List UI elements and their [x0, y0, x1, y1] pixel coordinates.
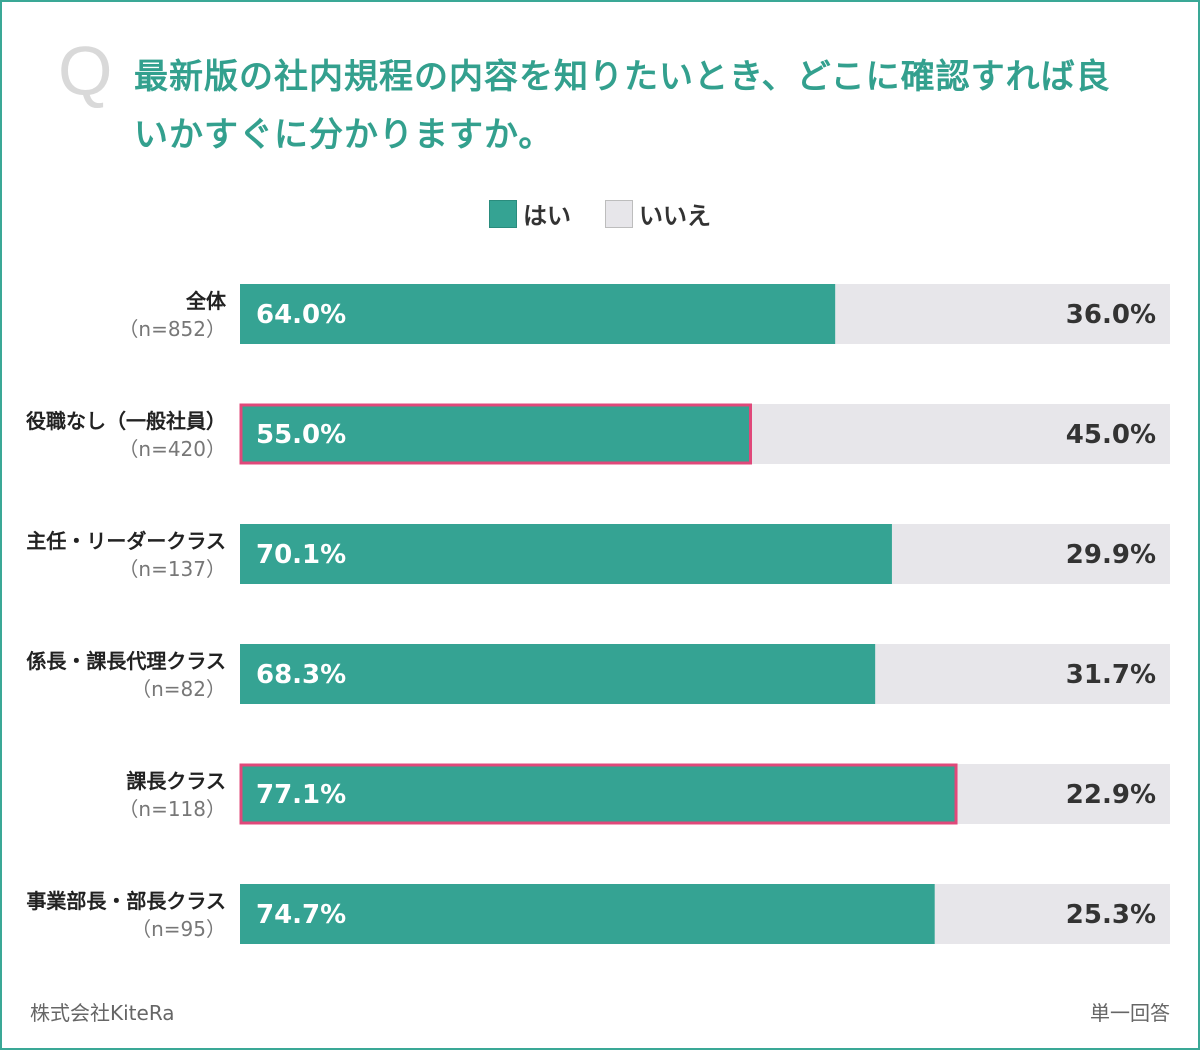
legend-label-no: いいえ	[639, 202, 711, 230]
bar-no-segment	[751, 404, 1170, 464]
bar-yes-segment	[240, 764, 958, 824]
data-label-no: 29.9%	[1066, 540, 1156, 570]
category-n-label: （n=420）	[118, 437, 226, 461]
answer-type-label: 単一回答	[1090, 1001, 1170, 1025]
bar-yes-segment	[240, 404, 752, 464]
data-label-no: 31.7%	[1066, 660, 1156, 690]
data-label-yes: 74.7%	[256, 900, 346, 930]
bar-no-segment	[934, 884, 1170, 944]
bar-yes-segment	[240, 884, 935, 944]
category-label: 係長・課長代理クラス	[26, 649, 226, 673]
legend-label-yes: はい	[523, 202, 571, 230]
data-label-yes: 55.0%	[256, 420, 346, 450]
bar-no-segment	[875, 644, 1170, 704]
category-n-label: （n=137）	[118, 557, 226, 581]
legend-swatch-no	[605, 199, 633, 228]
data-label-yes: 64.0%	[256, 300, 346, 330]
question-title: 最新版の社内規程の内容を知りたいとき、どこに確認すれば良いかすぐに分かりますか。	[134, 57, 1111, 155]
data-label-no: 22.9%	[1066, 780, 1156, 810]
bar-yes-segment	[240, 644, 876, 704]
category-n-label: （n=852）	[118, 317, 226, 341]
bar-no-segment	[891, 524, 1170, 584]
category-label: 全体	[185, 289, 227, 313]
category-label: 役職なし（一般社員）	[26, 409, 226, 433]
bar-highlight-outline	[239, 763, 958, 825]
legend: はい いいえ	[0, 196, 1200, 231]
legend-swatch-yes	[489, 199, 517, 228]
bar-highlight-outline	[239, 403, 752, 465]
legend-item-yes: はい	[489, 196, 571, 231]
category-label: 事業部長・部長クラス	[26, 889, 226, 913]
question-mark: Q	[58, 32, 113, 110]
category-label: 主任・リーダークラス	[26, 529, 226, 553]
category-n-label: （n=82）	[131, 677, 226, 701]
source-label: 株式会社KiteRa	[30, 1001, 175, 1025]
data-label-no: 45.0%	[1066, 420, 1156, 450]
category-label: 課長クラス	[126, 769, 226, 793]
data-label-no: 25.3%	[1066, 900, 1156, 930]
bar-yes-segment	[240, 284, 836, 344]
category-n-label: （n=118）	[118, 797, 226, 821]
data-label-yes: 68.3%	[256, 660, 346, 690]
legend-item-no: いいえ	[605, 196, 711, 231]
bar-no-segment	[835, 284, 1170, 344]
category-n-label: （n=95）	[131, 917, 226, 941]
data-label-no: 36.0%	[1066, 300, 1156, 330]
data-label-yes: 77.1%	[256, 780, 346, 810]
bar-yes-segment	[240, 524, 892, 584]
bar-no-segment	[957, 764, 1170, 824]
data-label-yes: 70.1%	[256, 540, 346, 570]
